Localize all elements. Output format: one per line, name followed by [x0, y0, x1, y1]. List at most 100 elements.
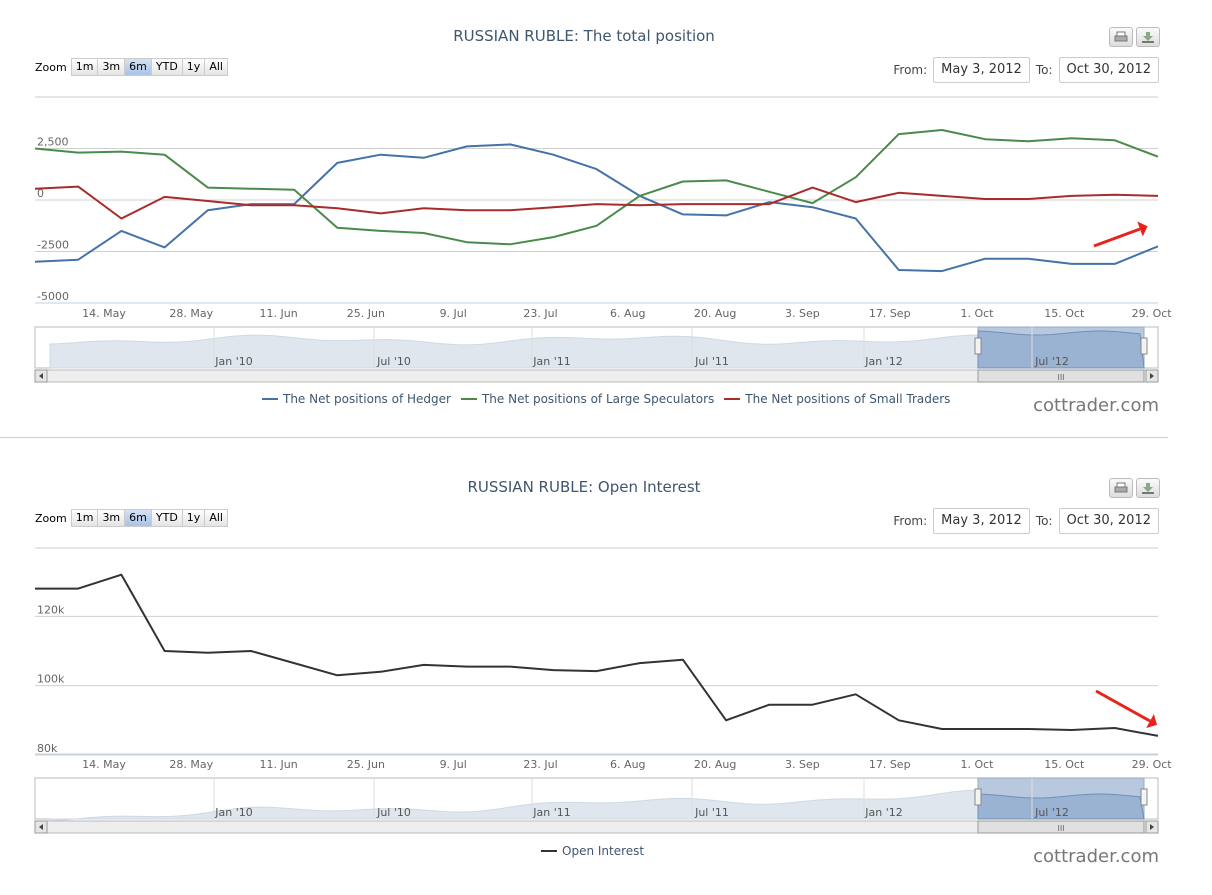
navigator-tick-label: Jan '12: [864, 806, 902, 819]
date-range: From: May 3, 2012 To: Oct 30, 2012: [893, 57, 1159, 83]
open-interest-chart-panel: RUSSIAN RUBLE: Open Interest Zoom 1m 3m …: [0, 451, 1212, 895]
from-label: From:: [893, 63, 928, 77]
export-button[interactable]: [1136, 27, 1160, 47]
arrow-left-icon: [39, 373, 43, 379]
navigator-tick-label: Jul '10: [376, 806, 411, 819]
navigator-tick-label: Jan '10: [214, 355, 252, 368]
x-tick-label: 15. Oct: [1044, 307, 1085, 320]
zoom-selector: Zoom 1m 3m 6m YTD 1y All: [35, 509, 228, 527]
y-tick-label: -2500: [37, 239, 69, 252]
navigator-handle: [1140, 337, 1148, 355]
x-tick-label: 3. Sep: [785, 758, 820, 771]
zoom-1y-button[interactable]: 1y: [181, 509, 206, 527]
watermark: cottrader.com: [1033, 846, 1159, 867]
from-date-input[interactable]: May 3, 2012: [933, 508, 1030, 534]
zoom-3m-button[interactable]: 3m: [97, 509, 126, 527]
y-tick-label: 120k: [37, 603, 65, 616]
x-tick-label: 29. Oct: [1132, 758, 1173, 771]
print-icon: [1114, 482, 1128, 493]
navigator-tick-label: Jan '12: [864, 355, 902, 368]
zoom-6m-button[interactable]: 6m: [124, 58, 152, 76]
from-label: From:: [893, 514, 928, 528]
legend-label: The Net positions of Small Traders: [745, 392, 951, 406]
x-tick-label: 20. Aug: [694, 758, 736, 771]
navigator-tick-label: Jan '10: [214, 806, 252, 819]
legend-label: Open Interest: [562, 844, 645, 858]
zoom-label: Zoom: [35, 60, 67, 74]
legend-label: The Net positions of Hedger: [283, 392, 451, 406]
x-tick-label: 15. Oct: [1044, 758, 1085, 771]
navigator-tick-label: Jul '11: [694, 806, 729, 819]
navigator-tick-label: Jan '11: [532, 355, 570, 368]
x-tick-label: 23. Jul: [523, 758, 557, 771]
zoom-selector: Zoom 1m 3m 6m YTD 1y All: [35, 58, 228, 76]
from-date-input[interactable]: May 3, 2012: [933, 57, 1030, 83]
zoom-all-button[interactable]: All: [204, 58, 228, 76]
to-date-input[interactable]: Oct 30, 2012: [1058, 508, 1159, 534]
zoom-all-button[interactable]: All: [204, 509, 228, 527]
x-tick-label: 11. Jun: [260, 758, 298, 771]
grip-icon: III: [1057, 373, 1064, 382]
series-line-2: [34, 129, 1159, 246]
position-chart: 2,500 0 -2500 -5000 14. May 28. May 11. Jun 25.…: [34, 96, 1172, 383]
x-tick-label: 14. May: [82, 758, 126, 771]
print-button[interactable]: [1109, 478, 1133, 498]
chart-title: RUSSIAN RUBLE: The total position: [453, 27, 715, 45]
x-tick-label: 11. Jun: [260, 307, 298, 320]
navigator-selected-series: [977, 793, 1145, 820]
x-tick-label: 17. Sep: [869, 758, 911, 771]
legend-item-hedger[interactable]: The Net positions of Hedger: [262, 392, 451, 406]
export-button[interactable]: [1136, 478, 1160, 498]
zoom-6m-button[interactable]: 6m: [124, 509, 152, 527]
x-tick-label: 9. Jul: [440, 307, 467, 320]
position-chart-panel: RUSSIAN RUBLE: The total position Zoom 1…: [0, 0, 1212, 437]
zoom-label: Zoom: [35, 511, 67, 525]
navigator-tick-label: Jul '11: [694, 355, 729, 368]
trend-arrow: [1095, 689, 1151, 723]
trend-arrow-head: [1146, 714, 1157, 728]
scrollbar-thumb: [977, 369, 1145, 383]
zoom-1y-button[interactable]: 1y: [181, 58, 206, 76]
legend-swatch: [724, 398, 741, 400]
x-tick-label: 1. Oct: [960, 758, 994, 771]
legend-item-small-traders[interactable]: The Net positions of Small Traders: [724, 392, 950, 406]
navigator-handle: [1140, 788, 1148, 806]
arrow-right-icon: [1150, 824, 1154, 830]
legend-swatch: [262, 398, 278, 400]
x-tick-label: 17. Sep: [869, 307, 911, 320]
x-tick-label: 6. Aug: [610, 307, 645, 320]
download-icon: [1142, 483, 1154, 494]
x-tick-label: 14. May: [82, 307, 126, 320]
chart-title: RUSSIAN RUBLE: Open Interest: [467, 478, 701, 496]
x-tick-label: 9. Jul: [440, 758, 467, 771]
print-icon: [1114, 31, 1128, 42]
trend-arrow: [1093, 227, 1141, 248]
y-tick-label: -5000: [37, 290, 69, 303]
legend-item-large-speculators[interactable]: The Net positions of Large Speculators: [460, 392, 714, 406]
x-tick-label: 28. May: [169, 758, 213, 771]
legend-swatch: [460, 398, 477, 400]
x-tick-label: 20. Aug: [694, 307, 736, 320]
arrow-right-icon: [1150, 373, 1154, 379]
legend-item-open-interest[interactable]: Open Interest: [541, 844, 644, 858]
navigator-series: [49, 789, 979, 822]
chart-legend: The Net positions of Hedger The Net posi…: [262, 392, 960, 406]
divider: [0, 437, 1168, 438]
navigator-tick-label: Jul '12: [1034, 355, 1069, 368]
x-tick-label: 1. Oct: [960, 307, 994, 320]
y-tick-label: 100k: [37, 673, 65, 686]
y-tick-label: 0: [37, 187, 44, 200]
y-tick-label: 80k: [37, 742, 58, 755]
series-line-3: [34, 185, 1159, 220]
zoom-1m-button[interactable]: 1m: [70, 58, 99, 76]
navigator-tick-label: Jan '11: [532, 806, 570, 819]
navigator-handle: [974, 788, 982, 806]
scrollbar-thumb: [977, 820, 1145, 834]
watermark: cottrader.com: [1033, 395, 1159, 416]
to-date-input[interactable]: Oct 30, 2012: [1058, 57, 1159, 83]
trend-arrow-head: [1137, 221, 1148, 237]
x-tick-label: 25. Jun: [347, 307, 385, 320]
print-button[interactable]: [1109, 27, 1133, 47]
navigator-tick-label: Jul '12: [1034, 806, 1069, 819]
download-icon: [1142, 32, 1154, 43]
